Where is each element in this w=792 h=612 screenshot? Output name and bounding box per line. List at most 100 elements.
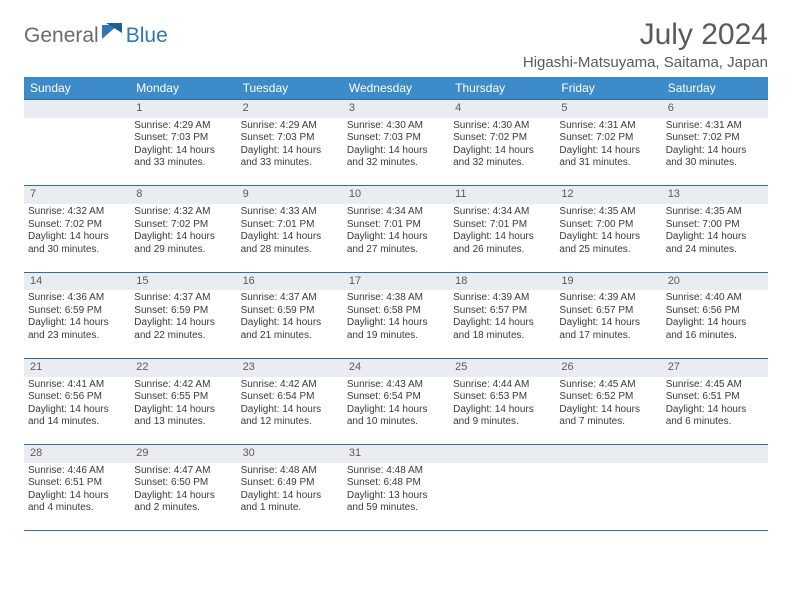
header: General Blue July 2024 Higashi-Matsuyama… (24, 18, 768, 71)
day-cell: Sunrise: 4:42 AMSunset: 6:54 PMDaylight:… (237, 377, 343, 445)
daynum-row: 28293031 (24, 445, 768, 463)
day-header: Monday (130, 77, 236, 100)
sunrise-line: Sunrise: 4:29 AM (134, 120, 232, 133)
sunset-line: Sunset: 6:49 PM (241, 477, 339, 490)
logo-text-blue: Blue (126, 24, 168, 48)
sunset-line: Sunset: 7:02 PM (559, 132, 657, 145)
day-cell: Sunrise: 4:45 AMSunset: 6:51 PMDaylight:… (662, 377, 768, 445)
daylight-line: Daylight: 14 hours and 9 minutes. (453, 404, 551, 429)
daylight-line: Daylight: 14 hours and 28 minutes. (241, 231, 339, 256)
day-number: 6 (662, 100, 768, 118)
daylight-line: Daylight: 14 hours and 29 minutes. (134, 231, 232, 256)
sunrise-line: Sunrise: 4:40 AM (666, 292, 764, 305)
day-cell: Sunrise: 4:34 AMSunset: 7:01 PMDaylight:… (343, 204, 449, 272)
daylight-line: Daylight: 14 hours and 23 minutes. (28, 317, 126, 342)
day-cell: Sunrise: 4:37 AMSunset: 6:59 PMDaylight:… (130, 290, 236, 358)
day-cell: Sunrise: 4:31 AMSunset: 7:02 PMDaylight:… (662, 118, 768, 186)
day-cell: Sunrise: 4:37 AMSunset: 6:59 PMDaylight:… (237, 290, 343, 358)
day-number: 23 (237, 358, 343, 376)
daylight-line: Daylight: 14 hours and 31 minutes. (559, 145, 657, 170)
sunrise-line: Sunrise: 4:35 AM (559, 206, 657, 219)
day-header-row: SundayMondayTuesdayWednesdayThursdayFrid… (24, 77, 768, 100)
sunset-line: Sunset: 7:03 PM (134, 132, 232, 145)
day-header: Sunday (24, 77, 130, 100)
sunset-line: Sunset: 7:02 PM (28, 219, 126, 232)
day-header: Tuesday (237, 77, 343, 100)
daylight-line: Daylight: 14 hours and 16 minutes. (666, 317, 764, 342)
sunset-line: Sunset: 7:01 PM (453, 219, 551, 232)
daylight-line: Daylight: 14 hours and 4 minutes. (28, 490, 126, 515)
day-cell: Sunrise: 4:33 AMSunset: 7:01 PMDaylight:… (237, 204, 343, 272)
daylight-line: Daylight: 14 hours and 17 minutes. (559, 317, 657, 342)
sunrise-line: Sunrise: 4:34 AM (453, 206, 551, 219)
sunrise-line: Sunrise: 4:30 AM (347, 120, 445, 133)
day-number (555, 445, 661, 463)
sunrise-line: Sunrise: 4:45 AM (666, 379, 764, 392)
day-number: 18 (449, 272, 555, 290)
day-number (24, 100, 130, 118)
sunset-line: Sunset: 7:01 PM (347, 219, 445, 232)
sunrise-line: Sunrise: 4:37 AM (241, 292, 339, 305)
daynum-row: 21222324252627 (24, 358, 768, 376)
day-number: 20 (662, 272, 768, 290)
day-number: 15 (130, 272, 236, 290)
sunrise-line: Sunrise: 4:38 AM (347, 292, 445, 305)
sunrise-line: Sunrise: 4:48 AM (241, 465, 339, 478)
day-header: Thursday (449, 77, 555, 100)
day-number: 9 (237, 186, 343, 204)
day-number: 4 (449, 100, 555, 118)
sunrise-line: Sunrise: 4:32 AM (28, 206, 126, 219)
sunset-line: Sunset: 6:59 PM (28, 305, 126, 318)
daylight-line: Daylight: 14 hours and 33 minutes. (241, 145, 339, 170)
daynum-row: 78910111213 (24, 186, 768, 204)
sunrise-line: Sunrise: 4:37 AM (134, 292, 232, 305)
daylight-line: Daylight: 14 hours and 24 minutes. (666, 231, 764, 256)
sunset-line: Sunset: 6:56 PM (666, 305, 764, 318)
daylight-line: Daylight: 14 hours and 30 minutes. (28, 231, 126, 256)
daylight-line: Daylight: 14 hours and 6 minutes. (666, 404, 764, 429)
day-number: 1 (130, 100, 236, 118)
day-number: 26 (555, 358, 661, 376)
sunset-line: Sunset: 6:50 PM (134, 477, 232, 490)
sunset-line: Sunset: 6:57 PM (559, 305, 657, 318)
day-cell: Sunrise: 4:45 AMSunset: 6:52 PMDaylight:… (555, 377, 661, 445)
day-cell: Sunrise: 4:48 AMSunset: 6:48 PMDaylight:… (343, 463, 449, 531)
daylight-line: Daylight: 14 hours and 32 minutes. (453, 145, 551, 170)
sunrise-line: Sunrise: 4:39 AM (453, 292, 551, 305)
day-cell: Sunrise: 4:38 AMSunset: 6:58 PMDaylight:… (343, 290, 449, 358)
day-cell: Sunrise: 4:29 AMSunset: 7:03 PMDaylight:… (130, 118, 236, 186)
content-row: Sunrise: 4:32 AMSunset: 7:02 PMDaylight:… (24, 204, 768, 272)
sunset-line: Sunset: 6:59 PM (134, 305, 232, 318)
day-number: 16 (237, 272, 343, 290)
day-number: 19 (555, 272, 661, 290)
calendar-table: SundayMondayTuesdayWednesdayThursdayFrid… (24, 77, 768, 531)
sunset-line: Sunset: 6:56 PM (28, 391, 126, 404)
title-block: July 2024 Higashi-Matsuyama, Saitama, Ja… (523, 18, 768, 71)
sunset-line: Sunset: 6:54 PM (241, 391, 339, 404)
sunset-line: Sunset: 6:54 PM (347, 391, 445, 404)
day-cell: Sunrise: 4:39 AMSunset: 6:57 PMDaylight:… (449, 290, 555, 358)
day-number: 29 (130, 445, 236, 463)
location: Higashi-Matsuyama, Saitama, Japan (523, 54, 768, 71)
sunset-line: Sunset: 7:02 PM (134, 219, 232, 232)
sunrise-line: Sunrise: 4:45 AM (559, 379, 657, 392)
day-cell: Sunrise: 4:30 AMSunset: 7:02 PMDaylight:… (449, 118, 555, 186)
daylight-line: Daylight: 14 hours and 25 minutes. (559, 231, 657, 256)
sunrise-line: Sunrise: 4:31 AM (666, 120, 764, 133)
sunset-line: Sunset: 7:00 PM (559, 219, 657, 232)
daylight-line: Daylight: 14 hours and 1 minute. (241, 490, 339, 515)
sunset-line: Sunset: 6:59 PM (241, 305, 339, 318)
flag-icon (102, 23, 124, 41)
day-number: 17 (343, 272, 449, 290)
day-header: Friday (555, 77, 661, 100)
day-number (449, 445, 555, 463)
sunrise-line: Sunrise: 4:30 AM (453, 120, 551, 133)
sunrise-line: Sunrise: 4:39 AM (559, 292, 657, 305)
day-number: 22 (130, 358, 236, 376)
sunset-line: Sunset: 6:53 PM (453, 391, 551, 404)
day-number (662, 445, 768, 463)
day-cell (449, 463, 555, 531)
sunset-line: Sunset: 6:48 PM (347, 477, 445, 490)
daylight-line: Daylight: 13 hours and 59 minutes. (347, 490, 445, 515)
daylight-line: Daylight: 14 hours and 13 minutes. (134, 404, 232, 429)
